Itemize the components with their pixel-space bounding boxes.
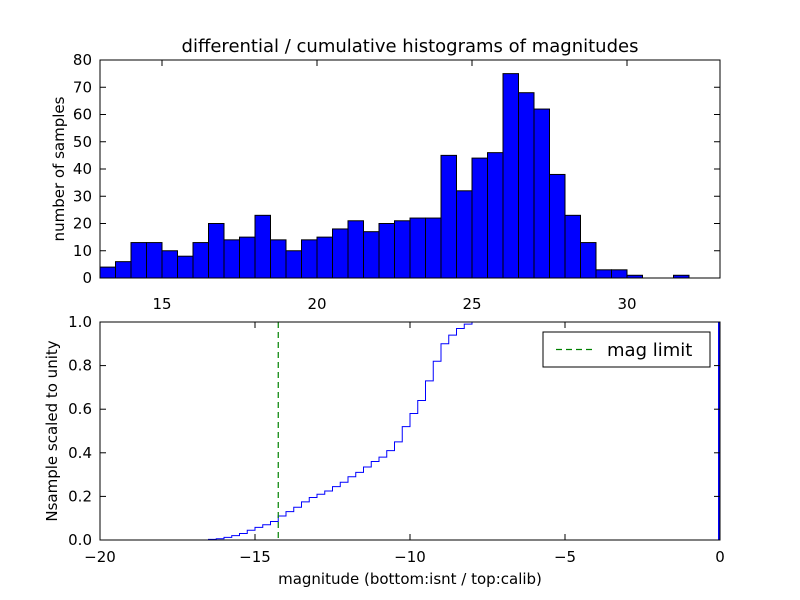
histogram-bar <box>487 152 504 279</box>
y-tick-label: 0.2 <box>68 487 92 505</box>
legend: mag limit <box>542 331 711 368</box>
histogram-bar <box>378 223 395 279</box>
histogram-bar <box>254 214 271 279</box>
histogram-bar <box>409 217 426 279</box>
histogram-bar <box>316 236 333 279</box>
x-tick-label: −15 <box>239 548 271 566</box>
y-tick-label: 40 <box>73 160 92 178</box>
histogram-bar <box>192 242 209 279</box>
top-chart-title: differential / cumulative histograms of … <box>182 36 639 57</box>
histogram-bar <box>285 250 302 279</box>
bottom-x-axis-label: magnitude (bottom:isnt / top:calib) <box>278 570 542 588</box>
histogram-bar <box>394 220 411 279</box>
y-tick-label: 0.8 <box>68 357 92 375</box>
histogram-bar <box>332 228 349 279</box>
histogram-bar <box>518 92 535 279</box>
x-tick-label: 30 <box>617 295 636 313</box>
cumulative-step-line <box>100 321 496 541</box>
histogram-bar <box>580 242 597 279</box>
top-x-axis: 15 20 25 30 <box>152 60 637 313</box>
bottom-y-axis: 0.0 0.2 0.4 0.6 0.8 1.0 <box>68 313 720 549</box>
histogram-bar <box>425 217 442 279</box>
histogram-bar <box>146 242 163 279</box>
bottom-cumulative-plot: 0.0 0.2 0.4 0.6 0.8 1.0 −20 −15 −10 −5 0 Nsample … <box>43 313 725 588</box>
legend-mag-limit-label: mag limit <box>607 340 692 361</box>
histogram-bar <box>270 239 287 279</box>
y-tick-label: 0.6 <box>68 400 92 418</box>
y-tick-label: 10 <box>73 242 92 260</box>
histogram-bar <box>363 231 380 279</box>
x-tick-label: −10 <box>394 548 426 566</box>
histogram-bar <box>161 250 178 279</box>
histogram-bar <box>595 269 612 279</box>
y-tick-label: 60 <box>73 106 92 124</box>
bottom-x-axis: −20 −15 −10 −5 0 <box>84 322 725 566</box>
y-tick-label: 70 <box>73 78 92 96</box>
x-tick-label: 15 <box>152 295 171 313</box>
bottom-y-axis-label: Nsample scaled to unity <box>43 340 61 521</box>
top-histogram-bars <box>99 73 690 279</box>
x-tick-label: 0 <box>715 548 725 566</box>
x-tick-label: 20 <box>307 295 326 313</box>
top-histogram: differential / cumulative histograms of … <box>50 36 721 313</box>
histogram-bar <box>471 157 488 279</box>
histogram-bar <box>177 255 194 279</box>
y-tick-label: 50 <box>73 133 92 151</box>
y-tick-label: 0 <box>82 269 92 287</box>
histogram-bar <box>130 242 147 279</box>
y-tick-label: 0.4 <box>68 444 92 462</box>
top-y-axis-label: number of samples <box>50 96 68 241</box>
histogram-bar <box>115 261 132 279</box>
y-tick-label: 20 <box>73 215 92 233</box>
histogram-bar <box>99 266 116 279</box>
histogram-bar <box>533 108 550 279</box>
histogram-bar <box>611 269 628 279</box>
y-tick-label: 0.0 <box>68 531 92 549</box>
histogram-bar <box>502 73 519 279</box>
histogram-bar <box>456 190 473 279</box>
y-tick-label: 80 <box>73 51 92 69</box>
histogram-bar <box>347 220 364 279</box>
histogram-bar <box>208 223 225 279</box>
histogram-bar <box>223 239 240 279</box>
histogram-bar <box>239 236 256 279</box>
histogram-bar <box>564 214 581 279</box>
histogram-bar <box>301 239 318 279</box>
x-tick-label: 25 <box>462 295 481 313</box>
y-tick-label: 30 <box>73 187 92 205</box>
x-tick-label: −20 <box>84 548 116 566</box>
histogram-bar <box>440 154 457 279</box>
top-y-axis: 0 10 20 30 40 50 60 70 80 <box>73 51 720 287</box>
x-tick-label: −5 <box>554 548 576 566</box>
y-tick-label: 1.0 <box>68 313 92 331</box>
histogram-bar <box>549 173 566 279</box>
